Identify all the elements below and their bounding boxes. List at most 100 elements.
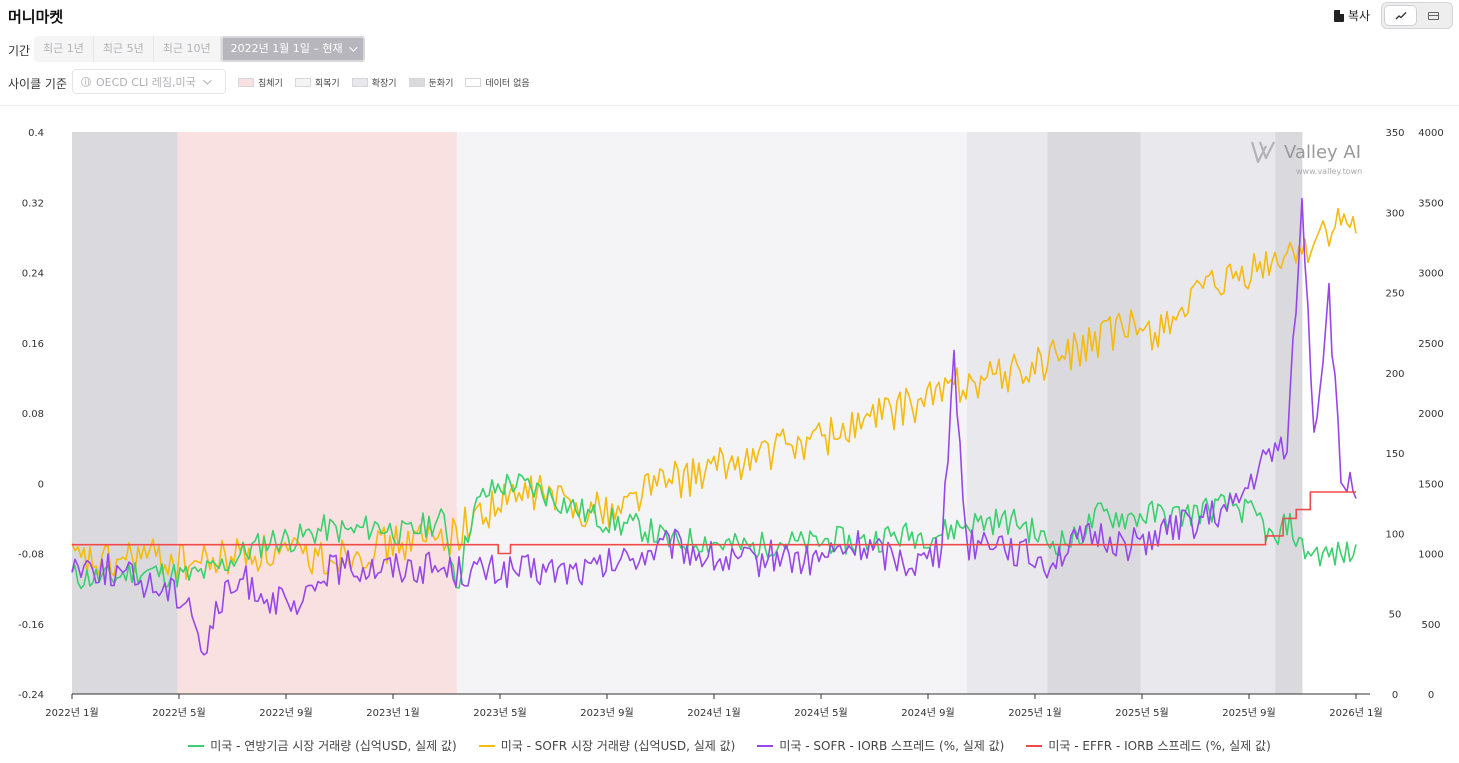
series-legend-item[interactable]: 미국 - EFFR - IORB 스프레드 (%, 실제 값) bbox=[1026, 737, 1271, 754]
copy-button[interactable]: 복사 bbox=[1334, 7, 1370, 24]
regime-band bbox=[1140, 132, 1276, 694]
right2-axis-tick-label: 3500 bbox=[1418, 198, 1443, 209]
phase-label: 침체기 bbox=[258, 79, 283, 89]
series-legend: 미국 - 연방기금 시장 거래량 (십억USD, 실제 값) 미국 - SOFR… bbox=[0, 737, 1459, 754]
series-line bbox=[71, 473, 1357, 590]
watermark-brand: Valley AI bbox=[1284, 142, 1361, 163]
left-axis-tick-label: 0.24 bbox=[22, 269, 44, 280]
regime-band bbox=[177, 132, 457, 694]
right2-axis-tick-label: 1500 bbox=[1418, 479, 1443, 490]
x-tick-label: 2026년 1월 bbox=[1329, 707, 1382, 719]
right2-axis-tick-label: 500 bbox=[1421, 620, 1440, 631]
chevron-down-icon bbox=[348, 43, 358, 52]
money-market-chart: 2022년 1월 2022년 5월 2022년 9월 2023년 1월 2023년 5월… bbox=[18, 128, 1444, 719]
x-tick-label: 2023년 9월 bbox=[580, 707, 633, 719]
phase-label: 확장기 bbox=[371, 79, 397, 89]
phase-swatch bbox=[351, 78, 368, 87]
phase-swatch bbox=[408, 78, 425, 87]
period-selector: 최근 1년 최근 5년 최근 10년 2022년 1월 1일 – 현재 bbox=[34, 36, 365, 62]
regime-band bbox=[966, 132, 1048, 694]
right2-axis-tick-label: 2000 bbox=[1418, 409, 1443, 420]
line-view-button[interactable] bbox=[1385, 6, 1416, 25]
left-axis-tick-label: 0.32 bbox=[22, 198, 44, 209]
right-axis-tick-label: 350 bbox=[1385, 128, 1404, 139]
legend-line-swatch bbox=[188, 744, 205, 747]
legend-line-swatch bbox=[757, 744, 774, 747]
left-axis-tick-label: 0 bbox=[38, 479, 44, 490]
phase-legend-item: 확장기 bbox=[351, 76, 397, 89]
series-legend-label: 미국 - EFFR - IORB 스프레드 (%, 실제 값) bbox=[1048, 739, 1271, 753]
period-custom-range-dropdown[interactable]: 2022년 1월 1일 – 현재 bbox=[220, 36, 365, 62]
phase-legend-item: 침체기 bbox=[238, 76, 283, 89]
phase-label: 회복기 bbox=[314, 79, 340, 89]
right2-axis-tick-label: 4000 bbox=[1418, 128, 1443, 139]
x-tick-label: 2022년 1월 bbox=[45, 707, 98, 719]
period-option-10y[interactable]: 최근 10년 bbox=[154, 36, 221, 62]
cycle-select[interactable]: OECD CLI 레짐,미국 bbox=[72, 69, 226, 94]
line-chart-icon bbox=[1395, 11, 1406, 19]
left-axis-tick-label: 0.16 bbox=[22, 339, 44, 350]
series-line bbox=[72, 491, 1356, 555]
left-axis-tick-label: 0.08 bbox=[22, 409, 44, 420]
legend-line-swatch bbox=[1026, 744, 1043, 747]
series-legend-item[interactable]: 미국 - 연방기금 시장 거래량 (십억USD, 실제 값) bbox=[188, 737, 457, 754]
chevron-down-icon bbox=[202, 75, 212, 85]
valley-logo-icon bbox=[1250, 141, 1275, 164]
x-tick-label: 2025년 5월 bbox=[1115, 707, 1168, 719]
phase-legend-item: 회복기 bbox=[294, 76, 340, 89]
document-icon bbox=[1334, 9, 1344, 22]
phase-swatch bbox=[294, 78, 311, 87]
legend-line-swatch bbox=[478, 744, 495, 747]
right-axis-tick-label: 150 bbox=[1385, 449, 1404, 460]
globe-icon bbox=[81, 76, 91, 87]
x-tick-label: 2022년 5월 bbox=[152, 707, 205, 719]
watermark-url: www.valley.town bbox=[1296, 167, 1362, 176]
right2-axis-tick-label: 1000 bbox=[1418, 550, 1443, 561]
x-tick-label: 2022년 9월 bbox=[259, 707, 312, 719]
left-axis-tick-label: -0.24 bbox=[18, 690, 44, 701]
right-axis-tick-label: 200 bbox=[1385, 369, 1404, 380]
left-axis-tick-label: 0.4 bbox=[28, 128, 44, 139]
phase-swatch bbox=[465, 78, 482, 87]
x-tick-label: 2024년 1월 bbox=[687, 707, 740, 719]
cycle-label: 사이클 기준 bbox=[8, 77, 68, 91]
view-toggle bbox=[1381, 2, 1453, 29]
right2-axis-tick-label: 3000 bbox=[1418, 269, 1443, 280]
right-axis-tick-label: 100 bbox=[1385, 529, 1404, 540]
right-axis-tick-label: 50 bbox=[1389, 610, 1402, 621]
phase-swatch bbox=[238, 78, 254, 87]
right-axis-tick-label: 0 bbox=[1392, 690, 1398, 701]
series-legend-item[interactable]: 미국 - SOFR 시장 거래량 (십억USD, 실제 값) bbox=[478, 737, 736, 754]
right2-axis-tick-label: 0 bbox=[1428, 690, 1434, 701]
right-axis-tick-label: 250 bbox=[1385, 289, 1404, 300]
page-title: 머니마켓 bbox=[8, 8, 64, 26]
table-icon bbox=[1428, 11, 1439, 20]
phase-legend-item: 데이터 없음 bbox=[465, 76, 530, 89]
series-legend-item[interactable]: 미국 - SOFR - IORB 스프레드 (%, 실제 값) bbox=[757, 737, 1004, 754]
regime-band bbox=[1047, 132, 1141, 694]
header-divider bbox=[0, 105, 1459, 106]
x-tick-label: 2025년 1월 bbox=[1008, 707, 1061, 719]
x-tick-label: 2023년 1월 bbox=[366, 707, 419, 719]
period-option-1y[interactable]: 최근 1년 bbox=[34, 36, 94, 62]
cycle-select-placeholder: OECD CLI 레짐,미국 bbox=[96, 75, 196, 89]
x-tick-label: 2025년 9월 bbox=[1222, 707, 1275, 719]
table-view-button[interactable] bbox=[1418, 6, 1449, 25]
phase-label: 둔화기 bbox=[428, 79, 454, 89]
series-legend-label: 미국 - 연방기금 시장 거래량 (십억USD, 실제 값) bbox=[210, 739, 457, 753]
phase-label: 데이터 없음 bbox=[485, 79, 530, 89]
x-tick-label: 2024년 5월 bbox=[794, 707, 847, 719]
x-tick-label: 2023년 5월 bbox=[473, 707, 526, 719]
left-axis-tick-label: -0.16 bbox=[18, 620, 44, 631]
x-tick-label: 2024년 9월 bbox=[901, 707, 954, 719]
phase-legend: 침체기 회복기 확장기 둔화기 데이터 없음 bbox=[238, 76, 530, 89]
regime-band bbox=[72, 132, 178, 694]
phase-legend-item: 둔화기 bbox=[408, 76, 454, 89]
left-axis-tick-label: -0.08 bbox=[18, 550, 44, 561]
period-option-5y[interactable]: 최근 5년 bbox=[94, 36, 154, 62]
period-selected-label: 2022년 1월 1일 – 현재 bbox=[230, 42, 343, 55]
series-line bbox=[71, 197, 1357, 656]
series-legend-label: 미국 - SOFR 시장 거래량 (십억USD, 실제 값) bbox=[500, 739, 736, 753]
copy-label: 복사 bbox=[1348, 9, 1371, 23]
series-legend-label: 미국 - SOFR - IORB 스프레드 (%, 실제 값) bbox=[779, 739, 1005, 753]
